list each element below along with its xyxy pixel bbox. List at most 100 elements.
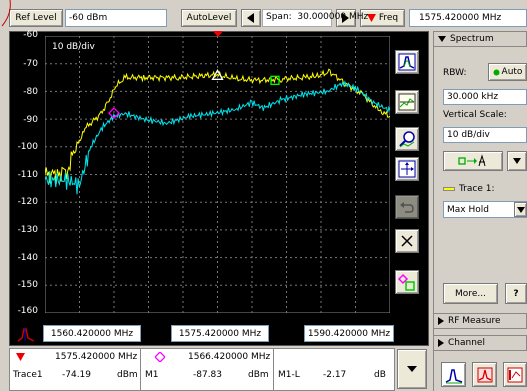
freq-value: 1575.420000 MHz	[419, 13, 502, 23]
ref-level-label: Ref Level	[15, 13, 57, 23]
vertical-scale-label: Vertical Scale:	[443, 110, 507, 120]
y-tick: -120	[17, 197, 38, 207]
magnifier-icon	[399, 131, 415, 148]
triangle-right-icon	[342, 13, 349, 23]
vertical-scale-value: 10 dB/div	[447, 130, 490, 140]
more-button[interactable]: More...	[443, 283, 498, 304]
marker-to-peak-button[interactable]	[443, 151, 503, 171]
spectrum-panel-title: Spectrum	[450, 34, 494, 44]
ref-level-field[interactable]: -60 dBm	[65, 9, 167, 27]
y-tick: -150	[17, 280, 38, 290]
channel-header[interactable]: Channel	[433, 335, 527, 351]
channel-label: Channel	[448, 338, 485, 348]
trace-color-swatch	[443, 187, 455, 191]
center-freq-value: 1575.420000 MHz	[178, 328, 262, 339]
rbw-value: 30.000 kHz	[447, 92, 499, 102]
freq-field[interactable]: 1575.420000 MHz	[409, 9, 527, 27]
more-label: More...	[455, 288, 486, 299]
close-icon	[401, 235, 413, 247]
marker-col-divider	[273, 348, 274, 391]
help-button[interactable]: ?	[505, 283, 527, 304]
freq-label: Freq	[378, 13, 399, 23]
help-label: ?	[513, 288, 519, 299]
marker-toggle-button[interactable]	[395, 270, 419, 294]
autolevel-label: AutoLevel	[186, 13, 232, 23]
autolevel-button[interactable]: AutoLevel	[181, 9, 237, 27]
spectrum-panel-header[interactable]: Spectrum	[433, 31, 527, 47]
trace-mode-value: Max Hold	[447, 204, 489, 215]
rbw-auto-button[interactable]: Auto	[488, 63, 527, 81]
left-bottom-marker-icon	[111, 315, 120, 322]
chevron-down-icon	[513, 158, 521, 164]
marker-dropdown-button[interactable]	[397, 349, 427, 389]
marker3-name: M1-L	[278, 370, 300, 380]
marker-zoom-icon	[398, 93, 416, 111]
peak-dropdown-button[interactable]	[507, 151, 527, 171]
marker3-unit: dB	[374, 370, 386, 380]
spectrum-plot[interactable]	[45, 36, 390, 313]
rf-measure-header[interactable]: RF Measure	[433, 313, 527, 329]
marker-m1[interactable]	[108, 107, 120, 120]
stop-freq-value: 1590.420000 MHz	[307, 328, 391, 339]
span-increase-button[interactable]	[336, 9, 356, 27]
pan-icon	[398, 160, 416, 178]
marker1-freq: 1575.420000 MHz	[55, 352, 138, 362]
persistence-mode-button[interactable]	[503, 362, 527, 387]
marker2-diamond-icon	[155, 352, 165, 362]
vertical-scale-field[interactable]: 10 dB/div	[443, 127, 527, 143]
spectrogram-mode-button[interactable]	[472, 362, 497, 387]
trace-icon	[17, 328, 35, 342]
rf-measure-label: RF Measure	[448, 316, 501, 326]
marker-col-divider	[140, 348, 141, 391]
y-tick: -100	[17, 142, 38, 152]
span-text-row: Span: 30.000000 MHz	[266, 12, 368, 22]
freq-button[interactable]: Freq	[360, 9, 405, 27]
marker2-unit: dBm	[248, 370, 269, 380]
span-value-backdrop	[262, 9, 332, 27]
marker2-name: M1	[145, 370, 159, 380]
trace2-line	[45, 80, 390, 195]
chevron-down-icon	[438, 36, 446, 42]
marker-m3[interactable]	[270, 75, 280, 85]
marker-to-peak-icon	[458, 154, 486, 167]
radio-dot-icon	[493, 69, 500, 75]
ref-level-value: -60 dBm	[69, 13, 108, 23]
chevron-down-icon	[516, 206, 525, 213]
rbw-label: RBW:	[443, 68, 467, 78]
stop-freq-field[interactable]: 1590.420000 MHz	[304, 325, 394, 342]
spectrum-mode-icon	[445, 368, 462, 383]
peak-view-button[interactable]	[395, 50, 419, 74]
rbw-field[interactable]: 30.000 kHz	[443, 89, 527, 105]
persistence-mode-icon	[507, 367, 523, 382]
y-tick: -140	[17, 253, 38, 263]
spectrum-mode-button[interactable]	[441, 362, 466, 387]
marker2-value: -87.83	[193, 370, 223, 380]
spectrogram-mode-icon	[477, 367, 492, 382]
span-decrease-button[interactable]	[241, 9, 261, 27]
zoom-button[interactable]	[395, 127, 419, 151]
span-label-text: Span:	[266, 12, 292, 22]
triangle-left-icon	[247, 13, 254, 23]
ref-level-button[interactable]: Ref Level	[9, 9, 63, 27]
y-tick: -130	[17, 225, 38, 235]
marker1-triangle-icon	[16, 353, 25, 361]
start-freq-field[interactable]: 1560.420000 MHz	[43, 325, 141, 342]
center-bottom-marker-icon	[215, 315, 224, 322]
freq-triangle-icon	[366, 14, 376, 22]
y-tick: -90	[23, 115, 38, 125]
close-marker-button[interactable]	[395, 229, 419, 253]
span-value-display: 30.000000 MHz	[297, 12, 369, 22]
marker-zoom-button[interactable]	[395, 90, 419, 114]
y-tick: -60	[23, 30, 38, 40]
pan-button[interactable]	[395, 157, 419, 181]
marker1-unit: dBm	[117, 370, 138, 380]
marker-toggle-icon	[398, 273, 415, 291]
trace-label-row: Trace 1:	[443, 184, 495, 194]
center-freq-field[interactable]: 1575.420000 MHz	[171, 325, 269, 342]
trace1-line	[45, 68, 390, 185]
marker3-value: -2.17	[323, 370, 347, 380]
trace-mode-dropdown[interactable]	[514, 202, 527, 217]
marker-trace1[interactable]	[211, 68, 224, 80]
undo-button[interactable]	[395, 195, 419, 219]
y-tick: -160	[17, 306, 38, 316]
